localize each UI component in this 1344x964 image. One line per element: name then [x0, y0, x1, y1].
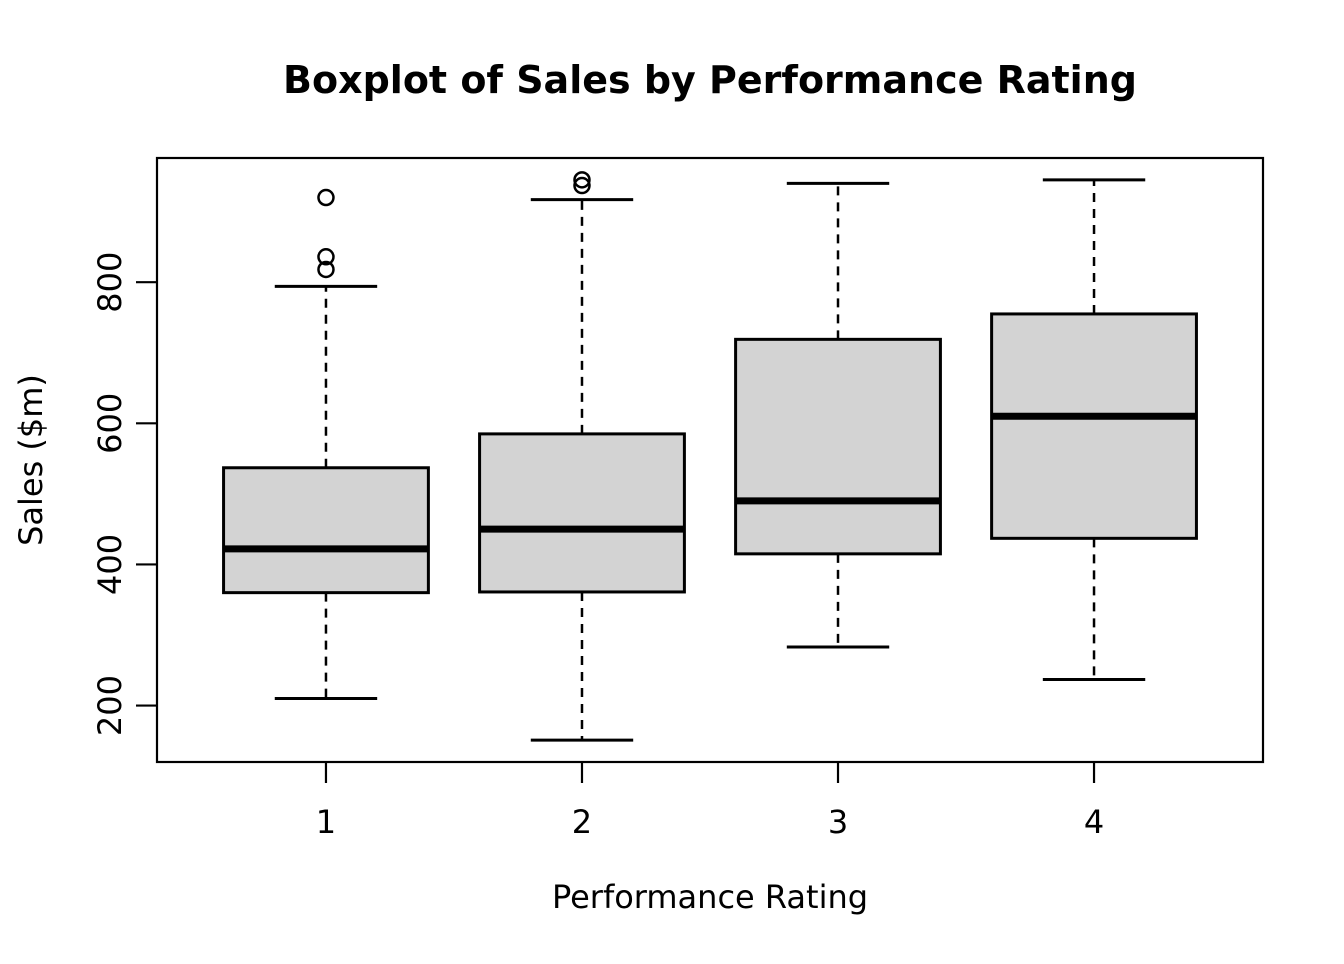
y-tick-label: 800 — [91, 252, 129, 313]
plot-frame — [155, 156, 1265, 764]
x-axis: 1 2 3 4 — [316, 762, 1104, 841]
x-tick-label: 4 — [1084, 803, 1104, 841]
outlier-point — [317, 188, 335, 207]
iqr-box — [222, 466, 430, 595]
x-tick-label: 1 — [316, 803, 336, 841]
y-tick-label: 600 — [91, 393, 129, 454]
outlier-point — [573, 176, 591, 195]
chart-title: Boxplot of Sales by Performance Rating — [283, 58, 1137, 102]
y-tick-label: 200 — [91, 675, 129, 736]
x-axis-title: Performance Rating — [552, 878, 868, 916]
iqr-box — [478, 432, 686, 594]
box-layer — [222, 171, 1198, 742]
outlier-point — [573, 171, 591, 189]
outlier-point — [317, 248, 335, 266]
outlier-point — [317, 260, 335, 279]
x-tick-label: 2 — [572, 803, 592, 841]
x-tick-label: 3 — [828, 803, 848, 841]
iqr-box — [990, 312, 1198, 540]
y-axis: 200 400 600 800 — [91, 252, 157, 736]
y-tick-label: 400 — [91, 534, 129, 595]
y-axis-title: Sales ($m) — [12, 374, 50, 546]
iqr-box — [734, 337, 942, 556]
